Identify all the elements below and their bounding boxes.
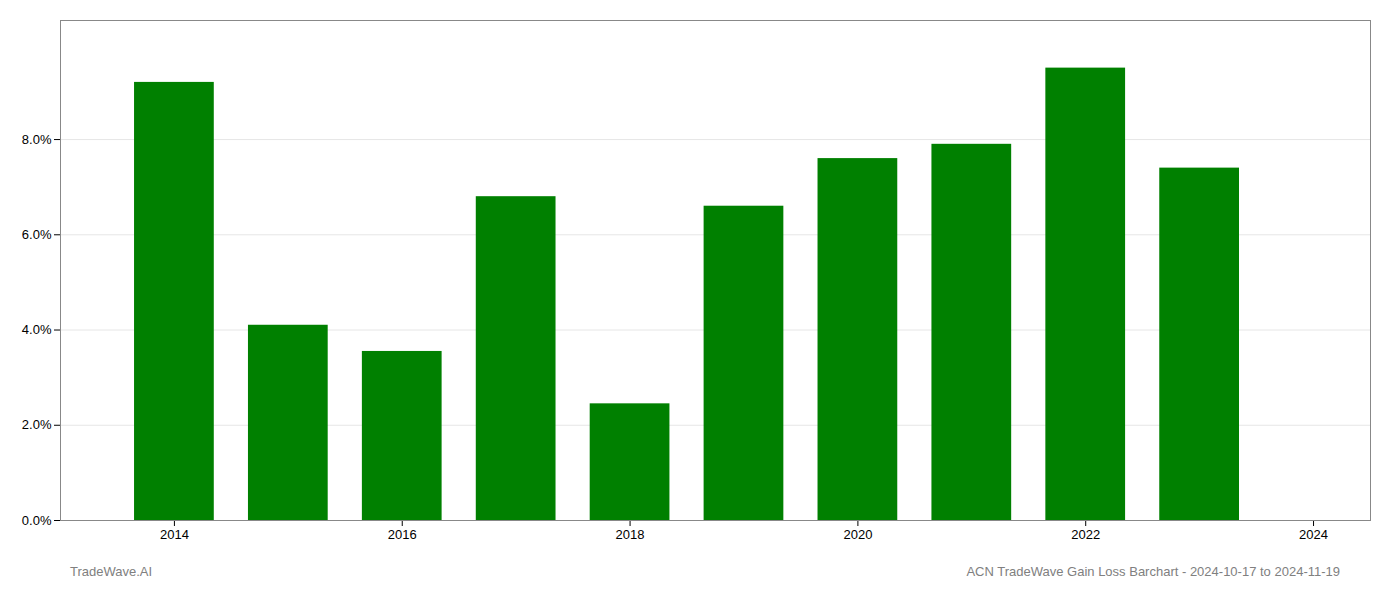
svg-text:8.0%: 8.0% — [22, 132, 52, 147]
html-text:TradeWave.AI: TradeWave.AI — [70, 564, 153, 579]
svg-text:2014: 2014 — [160, 527, 189, 542]
svg-text:2022: 2022 — [1071, 527, 1100, 542]
svg-text:0.0%: 0.0% — [22, 513, 52, 528]
svg-text:4.0%: 4.0% — [22, 322, 52, 337]
svg-text:2.0%: 2.0% — [22, 417, 52, 432]
svg-text:6.0%: 6.0% — [22, 227, 52, 242]
svg-text:2018: 2018 — [616, 527, 645, 542]
svg-text:2024: 2024 — [1299, 527, 1328, 542]
svg-text:2020: 2020 — [843, 527, 872, 542]
svg-text:2016: 2016 — [388, 527, 417, 542]
html-text:ACN TradeWave Gain Loss Barcha: ACN TradeWave Gain Loss Barchart - 2024-… — [966, 564, 1340, 579]
